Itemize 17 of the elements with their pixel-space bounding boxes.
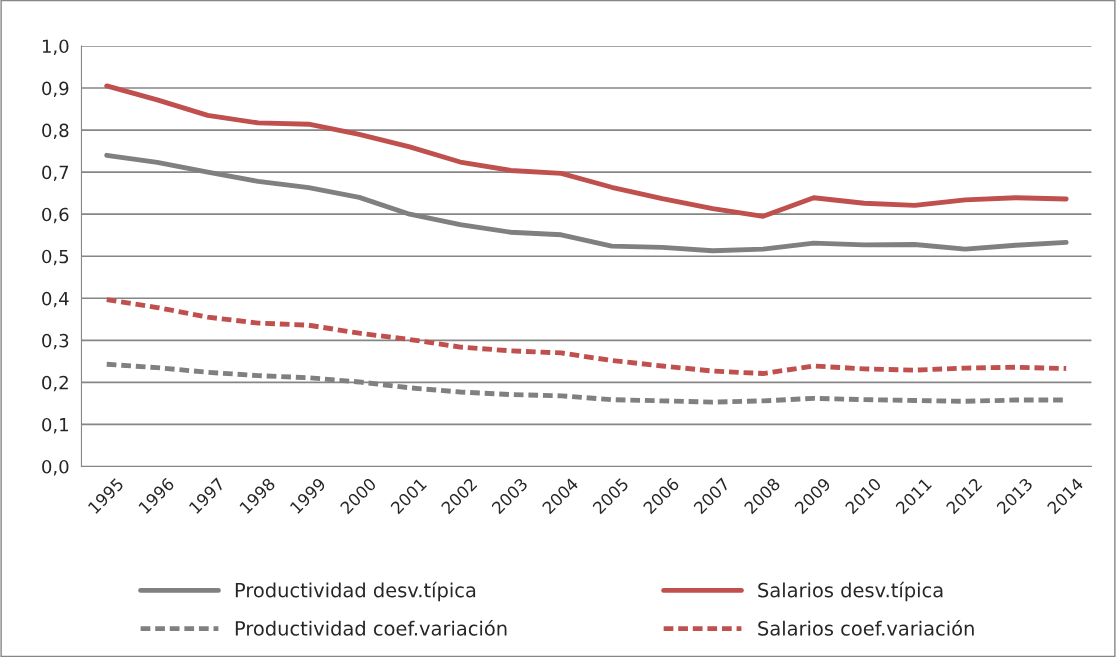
line-series [104,297,1069,376]
line-series [104,83,1069,219]
y-tick-label: 0,0 [42,459,69,476]
legend-label: Salarios desv.típica [758,581,943,602]
y-tick-label: 0,6 [42,207,69,224]
y-tick-label: 1,0 [42,39,69,55]
y-tick-label: 0,3 [42,333,69,350]
y-tick-label: 0,9 [42,81,69,97]
legend-label: Productividad coef.variación [235,619,507,636]
legend-label: Salarios coef.variación [758,619,974,636]
legend-label: Productividad desv.típica [235,581,476,602]
y-tick-label: 0,7 [42,165,69,182]
y-tick-label: 0,2 [42,375,68,392]
y-tick-label: 0,1 [42,417,68,434]
y-tick-label: 0,5 [42,249,69,266]
y-tick-label: 0,4 [42,291,69,308]
y-tick-label: 0,8 [42,123,69,140]
